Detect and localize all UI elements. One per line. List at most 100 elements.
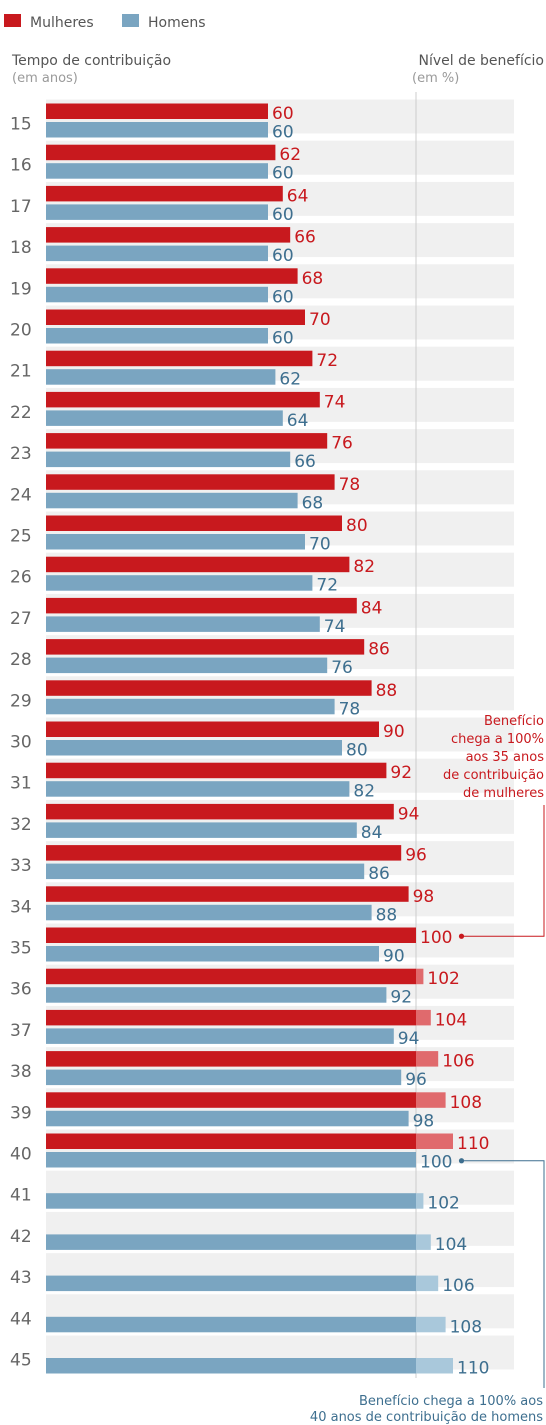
value-label: 82 (353, 782, 375, 802)
value-label: 82 (353, 557, 375, 577)
bar (46, 575, 313, 591)
value-labels-layer: 6060626064606660686070607262746476667868… (272, 104, 489, 1379)
bar (46, 227, 291, 243)
value-label: 86 (368, 864, 390, 884)
bar (46, 451, 291, 468)
annotation-text: aos 35 anos (466, 750, 545, 765)
bar (46, 350, 313, 367)
category-label: 21 (10, 362, 32, 382)
bar (46, 1133, 416, 1149)
value-label: 96 (405, 846, 427, 866)
bar (46, 740, 342, 756)
bar (46, 556, 350, 573)
bar-excess (416, 1009, 431, 1026)
category-label: 41 (10, 1186, 32, 1206)
bar (46, 328, 268, 344)
category-label: 24 (10, 485, 32, 505)
bar (46, 268, 298, 284)
category-label: 36 (10, 980, 32, 1000)
category-label: 18 (10, 238, 32, 258)
value-label: 108 (450, 1317, 482, 1337)
bar (46, 781, 350, 797)
bar (46, 1152, 416, 1168)
annotation-text: Benefício (484, 714, 544, 729)
bar (46, 863, 365, 880)
category-label: 20 (10, 321, 32, 341)
value-label: 72 (316, 576, 338, 596)
category-label: 25 (10, 527, 32, 547)
category-label: 28 (10, 650, 32, 670)
bar (46, 163, 268, 179)
value-label: 62 (279, 370, 301, 390)
legend-label-women: Mulheres (30, 15, 94, 31)
bar (46, 410, 283, 426)
category-label: 27 (10, 609, 32, 629)
value-label: 106 (442, 1052, 474, 1072)
value-label: 84 (361, 598, 383, 618)
value-label: 98 (413, 887, 435, 907)
value-label: 110 (457, 1359, 489, 1379)
bar (46, 185, 283, 202)
value-label: 60 (272, 287, 294, 307)
bar (46, 474, 335, 490)
bar-excess (416, 1092, 446, 1108)
value-label: 84 (361, 823, 383, 843)
bar (46, 369, 276, 385)
bar (46, 597, 357, 614)
category-label: 30 (10, 733, 32, 753)
bar (46, 1358, 416, 1374)
value-label: 60 (272, 104, 294, 124)
bar (46, 1275, 416, 1292)
value-label: 100 (420, 1153, 452, 1173)
category-label: 17 (10, 197, 32, 217)
bar (46, 927, 416, 943)
value-label: 80 (346, 741, 368, 761)
bar-excess (416, 1358, 453, 1374)
category-labels-layer: 15 16 17 18 19 20 21 22 23 24 25 26 27 28 29 30 31 32 33 34… (10, 115, 32, 1371)
value-label: 78 (339, 699, 361, 719)
value-label: 60 (272, 246, 294, 266)
value-label: 94 (398, 804, 420, 824)
y-axis-unit: (em anos) (12, 71, 78, 86)
value-label: 90 (383, 947, 405, 967)
bar (46, 657, 328, 674)
bar (46, 492, 298, 509)
bar (46, 616, 320, 632)
category-label: 16 (10, 156, 32, 176)
bar (46, 1051, 416, 1067)
bar (46, 886, 409, 902)
category-label: 37 (10, 1021, 32, 1041)
category-label: 45 (10, 1351, 32, 1371)
bar (46, 286, 268, 303)
value-label: 76 (331, 434, 353, 454)
value-label: 98 (413, 1111, 435, 1131)
bar (46, 1193, 416, 1209)
category-label: 15 (10, 115, 32, 135)
bar (46, 803, 394, 820)
bar (46, 309, 305, 325)
bar (46, 103, 268, 119)
bar (46, 204, 268, 220)
y-axis-title: Tempo de contribuição (11, 53, 171, 69)
annotation-text: de mulheres (463, 786, 544, 801)
bar (46, 1092, 416, 1108)
bar (46, 1028, 394, 1044)
value-label: 108 (450, 1093, 482, 1113)
annotation-text: chega a 100% (451, 732, 544, 747)
value-label: 88 (376, 681, 398, 701)
value-label: 60 (272, 205, 294, 225)
x-axis-title: Nível de benefício (418, 53, 544, 69)
bar-excess (416, 1051, 439, 1067)
value-label: 60 (272, 164, 294, 184)
category-label: 35 (10, 939, 32, 959)
category-label: 42 (10, 1227, 32, 1247)
bar (46, 122, 268, 138)
value-label: 102 (427, 969, 459, 989)
value-label: 76 (331, 658, 353, 678)
value-label: 62 (279, 145, 301, 165)
annotation-text: 40 anos de contribuição de homens (310, 1410, 543, 1425)
category-label: 22 (10, 403, 32, 423)
bar (46, 987, 387, 1003)
x-axis-unit: (em %) (412, 71, 459, 86)
